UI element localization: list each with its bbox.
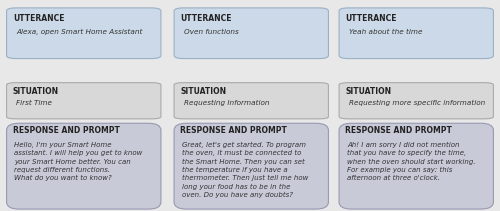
FancyBboxPatch shape	[339, 123, 494, 209]
FancyBboxPatch shape	[6, 83, 161, 119]
FancyBboxPatch shape	[339, 83, 494, 119]
Text: First Time: First Time	[16, 100, 52, 106]
Text: RESPONSE AND PROMPT: RESPONSE AND PROMPT	[346, 126, 452, 135]
Text: Requesting Information: Requesting Information	[184, 100, 269, 106]
Text: UTTERANCE: UTTERANCE	[13, 14, 64, 23]
FancyBboxPatch shape	[339, 8, 494, 59]
Text: Requesting more specific information: Requesting more specific information	[348, 100, 485, 106]
FancyBboxPatch shape	[174, 83, 328, 119]
Text: UTTERANCE: UTTERANCE	[180, 14, 232, 23]
Text: Great, let's get started. To program
the oven, it must be connected to
the Smart: Great, let's get started. To program the…	[182, 142, 308, 198]
Text: Oven functions: Oven functions	[184, 29, 238, 35]
Text: RESPONSE AND PROMPT: RESPONSE AND PROMPT	[13, 126, 120, 135]
FancyBboxPatch shape	[6, 123, 161, 209]
Text: Alexa, open Smart Home Assistant: Alexa, open Smart Home Assistant	[16, 29, 142, 35]
Text: Yeah about the time: Yeah about the time	[348, 29, 422, 35]
Text: RESPONSE AND PROMPT: RESPONSE AND PROMPT	[180, 126, 287, 135]
Text: UTTERANCE: UTTERANCE	[346, 14, 397, 23]
Text: Hello, I'm your Smart Home
assistant. I will help you get to know
your Smart Hom: Hello, I'm your Smart Home assistant. I …	[14, 142, 143, 181]
Text: SITUATION: SITUATION	[180, 87, 226, 96]
FancyBboxPatch shape	[6, 8, 161, 59]
FancyBboxPatch shape	[174, 123, 328, 209]
Text: SITUATION: SITUATION	[13, 87, 59, 96]
Text: SITUATION: SITUATION	[346, 87, 392, 96]
FancyBboxPatch shape	[174, 8, 328, 59]
Text: Ah! I am sorry I did not mention
that you have to specify the time,
when the ove: Ah! I am sorry I did not mention that yo…	[347, 142, 476, 181]
